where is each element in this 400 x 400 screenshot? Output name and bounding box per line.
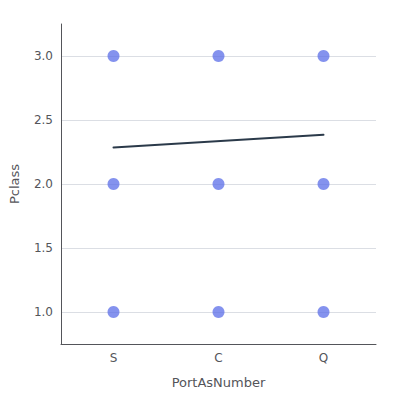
svg-text:1.5: 1.5 (34, 241, 53, 255)
svg-text:Q: Q (319, 351, 328, 365)
svg-text:PortAsNumber: PortAsNumber (172, 375, 266, 390)
svg-text:2.5: 2.5 (34, 113, 53, 127)
svg-text:1.0: 1.0 (34, 305, 53, 319)
svg-text:S: S (110, 351, 118, 365)
svg-text:C: C (214, 351, 222, 365)
svg-text:Pclass: Pclass (7, 164, 22, 204)
svg-text:2.0: 2.0 (34, 177, 53, 191)
svg-text:3.0: 3.0 (34, 49, 53, 63)
